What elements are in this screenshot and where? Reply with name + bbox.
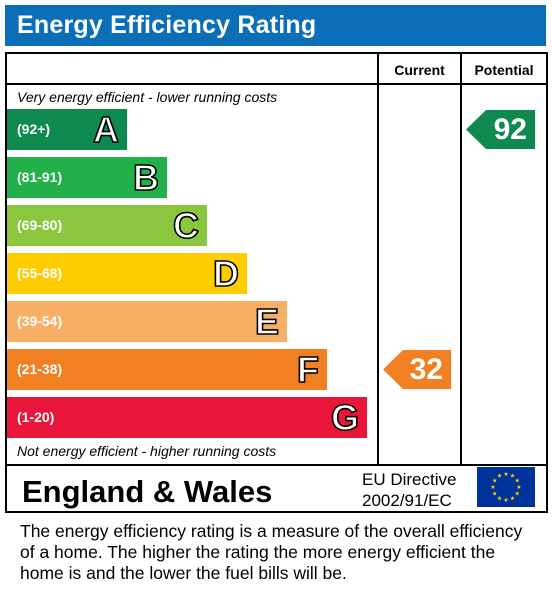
bottom-note: Not energy efficient - higher running co…: [17, 443, 277, 459]
band-letter: F: [296, 348, 320, 391]
band-letter: D: [212, 252, 240, 295]
eu-star-icon: [510, 495, 515, 501]
band-letter: A: [92, 108, 120, 151]
band-range-label: (1-20): [17, 409, 55, 425]
eu-star-icon: [514, 491, 520, 496]
eu-star-icon: [516, 484, 522, 489]
band-range-label: (92+): [17, 121, 51, 137]
potential-rating-arrow-value: 92: [493, 113, 527, 146]
band-a: (92+) A: [7, 108, 127, 151]
eu-directive: EU Directive 2002/91/EC: [362, 469, 456, 511]
band-e: (39-54) E: [7, 300, 287, 343]
current-rating-arrow: 32: [383, 350, 451, 389]
region-label: England & Wales: [22, 474, 273, 509]
eu-star-icon: [492, 491, 498, 496]
eu-star-icon: [497, 495, 502, 501]
band-letter: G: [330, 396, 360, 439]
band-c: (69-80) C: [7, 204, 207, 247]
band-b: (81-91) B: [7, 156, 167, 199]
footer-row-divider: [7, 464, 546, 466]
eu-star-icon: [492, 478, 498, 483]
current-column-divider: [377, 54, 379, 464]
band-range-label: (21-38): [17, 361, 63, 377]
eu-star-icon: [503, 497, 509, 502]
current-column-header: Current: [394, 62, 445, 78]
eu-star-icon: [497, 473, 502, 478]
band-range-label: (81-91): [17, 169, 63, 185]
eu-star-icon: [510, 473, 515, 478]
title-banner: Energy Efficiency Rating: [5, 5, 546, 46]
eu-star-icon: [490, 484, 496, 489]
chart-title: Energy Efficiency Rating: [17, 11, 317, 39]
header-row-divider: [7, 83, 546, 85]
eu-flag-icon: [477, 467, 535, 507]
band-f: (21-38) F: [7, 348, 327, 391]
directive-line-2: 2002/91/EC: [362, 491, 452, 510]
eu-star-icon: [503, 471, 509, 476]
potential-rating-arrow: 92: [466, 110, 535, 149]
directive-line-1: EU Directive: [362, 470, 457, 489]
rating-table: Current Potential Very energy efficient …: [5, 52, 548, 513]
eu-star-icon: [514, 478, 520, 483]
description-text: The energy efficiency rating is a measur…: [20, 521, 523, 583]
band-range-label: (39-54): [17, 313, 63, 329]
potential-column-divider: [460, 54, 462, 464]
band-g: (1-20) G: [7, 396, 367, 439]
band-letter: B: [132, 156, 160, 199]
potential-column-header: Potential: [474, 62, 534, 78]
band-range-label: (55-68): [17, 265, 63, 281]
top-note: Very energy efficient - lower running co…: [17, 89, 278, 105]
band-d: (55-68) D: [7, 252, 247, 295]
band-letter: C: [172, 204, 200, 247]
current-rating-arrow-value: 32: [409, 353, 443, 386]
band-range-label: (69-80): [17, 217, 63, 233]
band-letter: E: [254, 300, 280, 343]
